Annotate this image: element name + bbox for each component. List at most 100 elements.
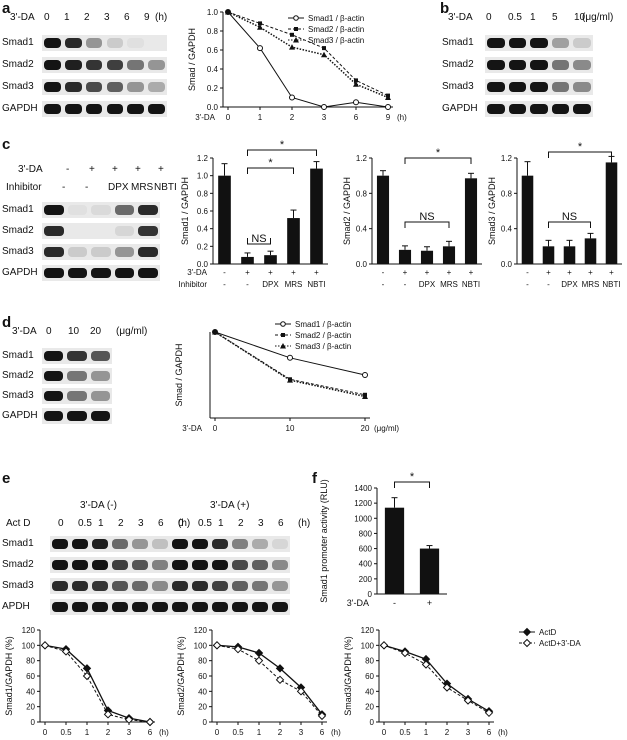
data-point — [317, 711, 327, 721]
blot-band — [172, 539, 188, 549]
blot-row-label: GAPDH — [2, 103, 38, 114]
ns-label: NS — [562, 211, 577, 223]
blot-band — [487, 104, 505, 114]
blot-band — [252, 581, 268, 591]
sig-bracket — [404, 221, 450, 228]
blot-band — [212, 602, 228, 612]
lane-label: 5 — [552, 12, 558, 23]
y-tick-label: 80 — [26, 657, 35, 666]
blot-row-label: Smad1 — [2, 350, 34, 361]
blot-band — [138, 226, 158, 236]
x-unit-label: (h) — [159, 728, 169, 737]
lane-label: 2 — [84, 12, 90, 23]
chart-e-line-smad3: 0 20 40 60 80 100 120 0 0.5 1 2 3 6 (h) Smad3/GAPDH (%… — [343, 626, 581, 737]
x-row1-value: + — [314, 268, 319, 277]
x-row1-value: + — [425, 268, 430, 277]
x-tick-label: 2 — [106, 728, 111, 737]
blot-band — [152, 539, 168, 549]
x-tick-label: 0.5 — [399, 728, 411, 737]
blot-strip — [50, 557, 170, 573]
bar — [605, 162, 618, 264]
data-point — [353, 99, 359, 106]
y-tick-label: 1400 — [354, 484, 372, 493]
blot-row-label: Smad2 — [2, 225, 34, 236]
blot-band — [44, 247, 64, 257]
chart-c-bar-smad1: 0.0 0.2 0.4 0.6 0.8 1.0 1.2 Smad1 / GAPDH - - + - + D… — [179, 139, 328, 289]
blot-band — [148, 104, 165, 114]
series-line — [383, 644, 490, 712]
y-tick-label: 200 — [359, 575, 373, 584]
y-tick-label: 1.2 — [501, 154, 513, 163]
chart-d-line: 0 10 20 (μg/ml) 3'-DA Smad / GAPDH Smad1 / β-a… — [174, 320, 399, 433]
blot-row-label: Smad1 — [2, 538, 34, 549]
blot-band — [106, 104, 124, 114]
bar — [376, 175, 390, 264]
y-tick-label: 0 — [368, 590, 373, 599]
x-tick-label: 1 — [257, 728, 262, 737]
data-point — [145, 717, 155, 727]
blot-band — [44, 371, 64, 381]
blot-band — [530, 82, 548, 92]
y-tick-label: 20 — [26, 703, 35, 712]
data-point — [484, 708, 494, 718]
y-tick-label: 0.8 — [197, 189, 209, 198]
blot-strip — [42, 57, 167, 73]
y-tick-label: 0.0 — [356, 260, 368, 269]
blot-strip — [485, 35, 593, 51]
x-tick-label: 2 — [278, 728, 283, 737]
blot-band — [64, 104, 82, 114]
y-tick-label: 0.4 — [356, 225, 368, 234]
y-tick-label: 20 — [365, 703, 374, 712]
blot-strip — [170, 578, 290, 594]
lane-label: 9 — [144, 12, 150, 23]
blot-band — [152, 581, 168, 591]
blot-e-lane-label: 3 — [138, 518, 144, 529]
y-tick-label: 40 — [26, 687, 35, 696]
y-tick-label: 1.0 — [197, 172, 209, 181]
blot-strip — [485, 101, 593, 117]
data-point — [289, 44, 295, 50]
blot-band — [132, 581, 148, 591]
x-row1-value: - — [526, 268, 529, 277]
blot-band — [92, 539, 108, 549]
blot-row-label: Smad2 — [2, 370, 34, 381]
x-tick-label: 10 — [286, 424, 295, 433]
y-axis-label: Smad1/GAPDH (%) — [4, 636, 14, 716]
lane-label: 10 — [68, 326, 80, 337]
x-tick-label: 20 — [361, 424, 370, 433]
blot-band — [508, 82, 527, 92]
x-row1-value: + — [588, 268, 593, 277]
blot-e-unit: (h) — [298, 518, 311, 529]
y-tick-label: 60 — [365, 672, 374, 681]
blot-band — [90, 391, 110, 401]
blot-band — [44, 104, 61, 114]
blot-band — [530, 104, 548, 114]
y-tick-label: 0.4 — [501, 225, 513, 234]
y-tick-label: 0.2 — [197, 242, 209, 251]
legend-label: Smad2 / β-actin — [308, 25, 364, 34]
blot-strip — [50, 536, 170, 552]
x-tick-label: 1 — [258, 113, 263, 122]
data-point — [212, 329, 218, 335]
legend-label: Smad1 / β-actin — [308, 14, 364, 23]
legend-marker — [294, 27, 298, 31]
y-tick-label: 1.0 — [207, 8, 219, 17]
x-unit-label: (h) — [498, 728, 508, 737]
sig-star: * — [436, 147, 441, 159]
lane-label: 1 — [64, 12, 70, 23]
y-tick-label: 80 — [365, 657, 374, 666]
blot-c-row1-value: + — [89, 164, 95, 175]
lane-label: 20 — [90, 326, 102, 337]
blot-band — [127, 60, 145, 70]
bar — [398, 249, 412, 264]
y-tick-label: 80 — [198, 657, 207, 666]
blot-b: 3'-DA (μg/ml) 0 0.5 1 5 10 Smad1 Smad2 Smad3 GAP… — [440, 0, 627, 125]
data-point — [40, 641, 50, 650]
x-tick-label: 0.5 — [232, 728, 244, 737]
data-point — [322, 46, 326, 51]
y-tick-label: 0 — [31, 718, 36, 727]
chart-c-bar-smad2: 0.0 0.4 0.8 1.2 Smad2 / GAPDH - - + - + DPX + MRS + NB… — [342, 147, 482, 289]
data-point — [275, 675, 285, 685]
sig-star: * — [410, 471, 415, 483]
chart-e-line-smad1: 0 20 40 60 80 100 120 0 0.5 1 2 3 6 (h) Smad1/GAPDH (%… — [4, 626, 169, 737]
